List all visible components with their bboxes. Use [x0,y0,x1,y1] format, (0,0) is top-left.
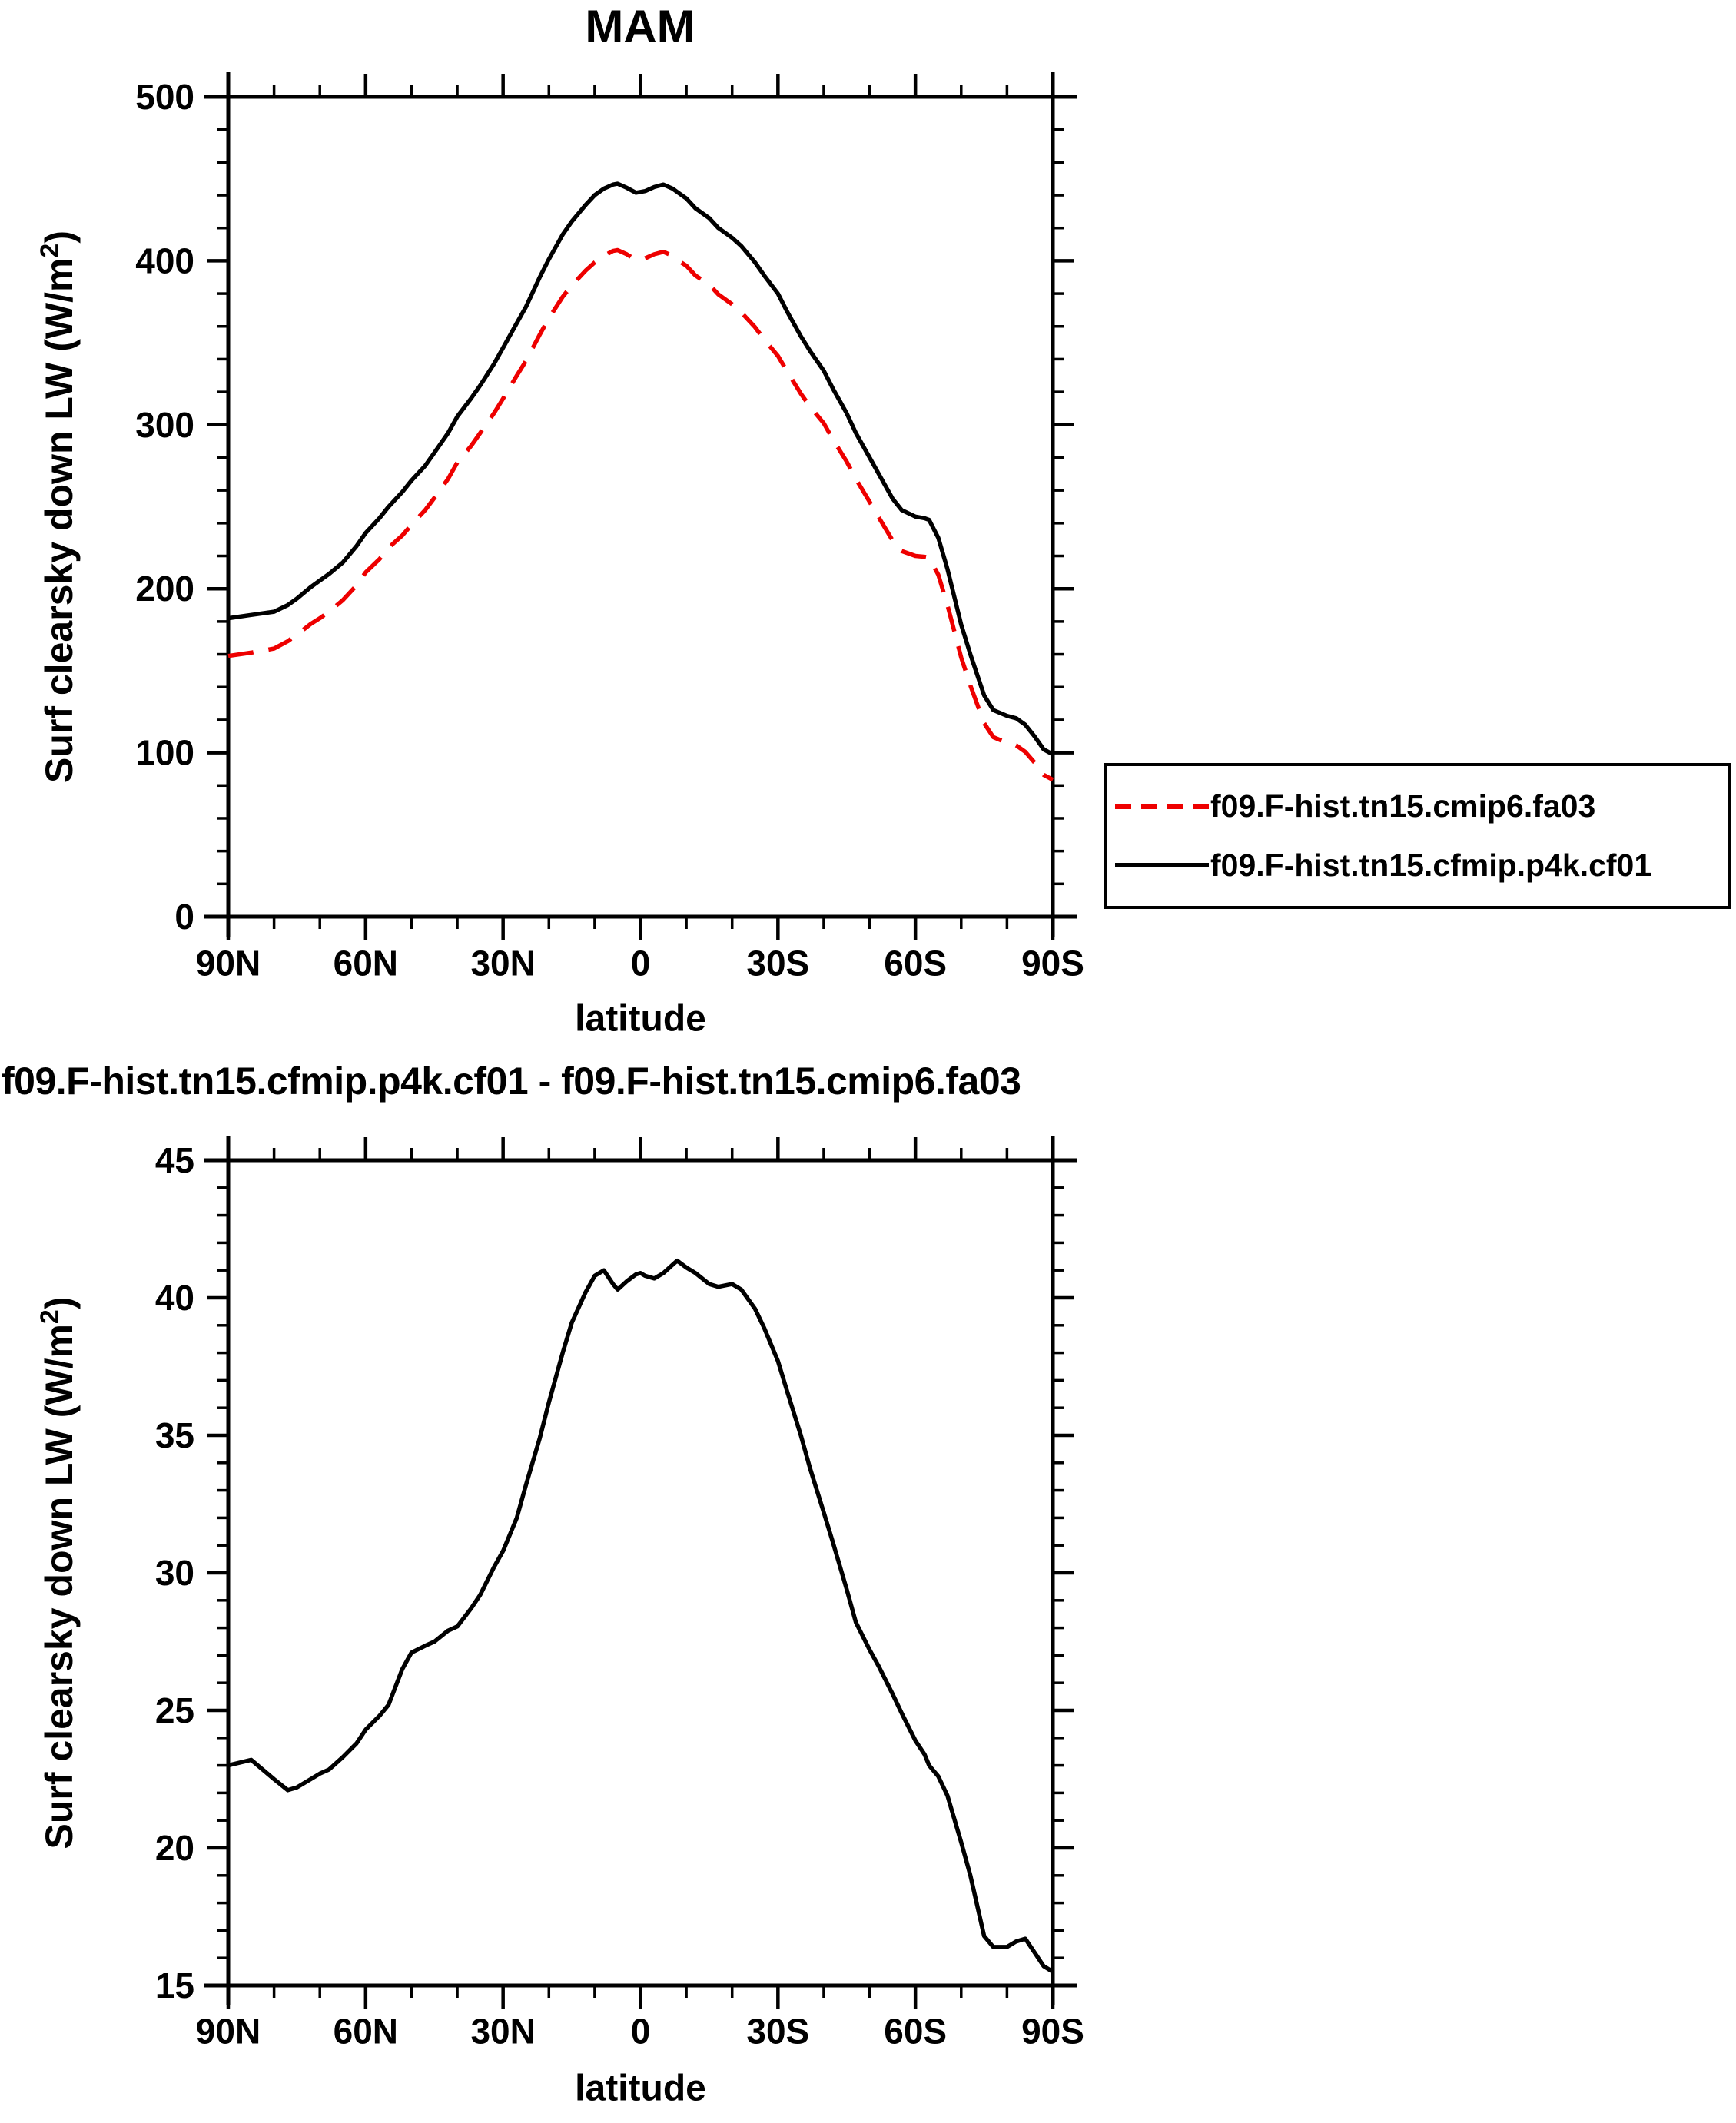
x-tick-label: 30S [746,2012,809,2052]
legend-item-cmip6: f09.F-hist.tn15.cmip6.fa03 [1115,788,1728,824]
bottom-chart-title: f09.F-hist.tn15.cfmip.p4k.cf01 - f09.F-h… [2,1060,1021,1103]
y-tick-label: 25 [155,1690,194,1730]
y-axis-name: Surf clearsky down LW (W/m2) [35,231,81,783]
y-tick-label: 200 [135,569,194,609]
x-tick-label: 60N [334,944,398,984]
y-axis-name: Surf clearsky down LW (W/m2) [35,1296,81,1849]
top-chart-title: MAM [585,1,695,52]
x-tick-label: 90S [1021,2012,1084,2052]
y-tick-label: 35 [155,1415,194,1455]
x-tick-label: 60N [334,2012,398,2052]
dashed-line-icon [1115,804,1209,809]
x-tick-label: 90N [196,2012,261,2052]
x-tick-label: 30S [746,944,809,984]
y-tick-label: 15 [155,1965,194,2005]
legend: f09.F-hist.tn15.cmip6.fa03 f09.F-hist.tn… [1104,763,1731,909]
x-tick-label: 30N [470,944,535,984]
x-axis-name: latitude [575,2068,706,2109]
solid-line-icon [1115,863,1209,868]
legend-label-p4k: f09.F-hist.tn15.cfmip.p4k.cf01 [1210,847,1652,883]
y-tick-label: 30 [155,1553,194,1593]
x-tick-label: 90S [1021,944,1084,984]
series-line [227,181,1054,757]
y-tick-label: 500 [135,77,194,117]
y-tick-label: 20 [155,1828,194,1868]
legend-item-p4k: f09.F-hist.tn15.cfmip.p4k.cf01 [1115,848,1728,884]
y-tick-label: 0 [174,897,194,937]
x-tick-label: 60S [884,944,947,984]
x-tick-label: 30N [470,2012,535,2052]
y-tick-label: 400 [135,240,194,280]
x-tick-label: 0 [631,944,651,984]
x-tick-label: 90N [196,944,261,984]
x-tick-label: 60S [884,2012,947,2052]
x-axis-name: latitude [575,999,706,1040]
series-line [227,247,1054,782]
y-tick-label: 45 [155,1140,194,1180]
series-line [227,1258,1054,1974]
x-tick-label: 0 [631,2012,651,2052]
chart-0: 90N 60N 30N 0 30S 60S 90S 0 100 200 300 400 500 latit… [35,72,1084,1040]
legend-label-cmip6: f09.F-hist.tn15.cmip6.fa03 [1210,788,1596,824]
y-tick-label: 300 [135,405,194,445]
y-tick-label: 100 [135,733,194,773]
chart-1: 90N 60N 30N 0 30S 60S 90S 15 20 25 30 35 40 45 latitud… [35,1136,1084,2109]
y-tick-label: 40 [155,1278,194,1318]
